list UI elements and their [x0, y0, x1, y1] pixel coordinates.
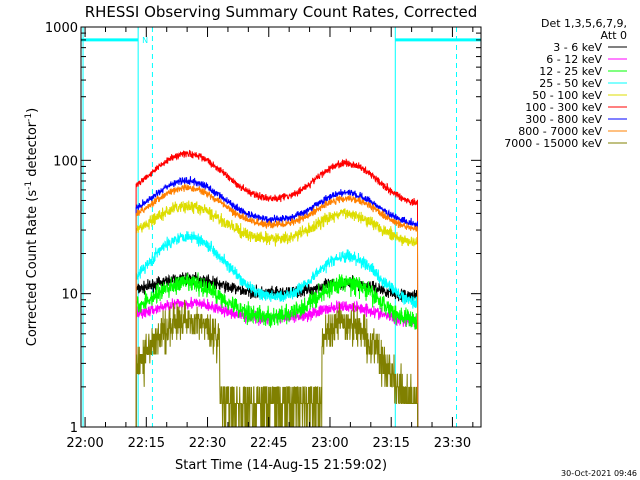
- series-line-7: [135, 183, 419, 428]
- night-marker-label: N: [142, 36, 148, 45]
- legend-label-5: 100 - 300 keV: [525, 101, 602, 114]
- series-line-6: [135, 176, 419, 428]
- series-line-5: [135, 149, 419, 428]
- x-tick-label-1: 22:15: [128, 436, 165, 451]
- x-tick-label-3: 22:45: [250, 436, 287, 451]
- y-tick-label-3: 1000: [45, 21, 78, 36]
- x-tick-label-0: 22:00: [66, 436, 103, 451]
- legend-label-2: 12 - 25 keV: [539, 65, 602, 78]
- plot-frame: [80, 26, 482, 428]
- chart-title: RHESSI Observing Summary Count Rates, Co…: [85, 3, 478, 21]
- x-axis-label: Start Time (14-Aug-15 21:59:02): [175, 458, 387, 473]
- y-tick-label-1: 10: [61, 288, 78, 303]
- y-axis-label: Corrected Count Rate (s-1 detector-1): [24, 108, 40, 346]
- marker-layer: N: [81, 27, 481, 427]
- y-tick-label-2: 100: [53, 154, 78, 169]
- legend-label-4: 50 - 100 keV: [532, 89, 602, 102]
- legend-label-7: 800 - 7000 keV: [518, 125, 602, 138]
- footer-timestamp: 30-Oct-2021 09:46: [561, 469, 637, 478]
- legend-label-8: 7000 - 15000 keV: [504, 137, 602, 150]
- series-line-8: [135, 299, 419, 428]
- axes-layer: 22:00 22:15 22:30 22:45 23:00 23:15 23:30 1 10 10…: [45, 21, 482, 451]
- legend-header-line-2: Att 0: [601, 29, 627, 42]
- legend-label-1: 6 - 12 keV: [546, 53, 602, 66]
- series-layer: [135, 149, 419, 428]
- series-line-2: [135, 272, 419, 428]
- legend-label-6: 300 - 800 keV: [525, 113, 602, 126]
- x-tick-label-4: 23:00: [311, 436, 348, 451]
- legend-label-3: 25 - 50 keV: [539, 77, 602, 90]
- x-tick-label-2: 22:30: [189, 436, 226, 451]
- legend-label-0: 3 - 6 keV: [553, 41, 602, 54]
- series-line-3: [135, 231, 419, 428]
- legend-header-line-1: Det 1,3,5,6,7,9,: [541, 17, 627, 30]
- y-tick-label-0: 1: [70, 421, 78, 436]
- x-tick-label-5: 23:15: [372, 436, 409, 451]
- x-tick-label-6: 23:30: [434, 436, 471, 451]
- series-line-4: [135, 200, 419, 428]
